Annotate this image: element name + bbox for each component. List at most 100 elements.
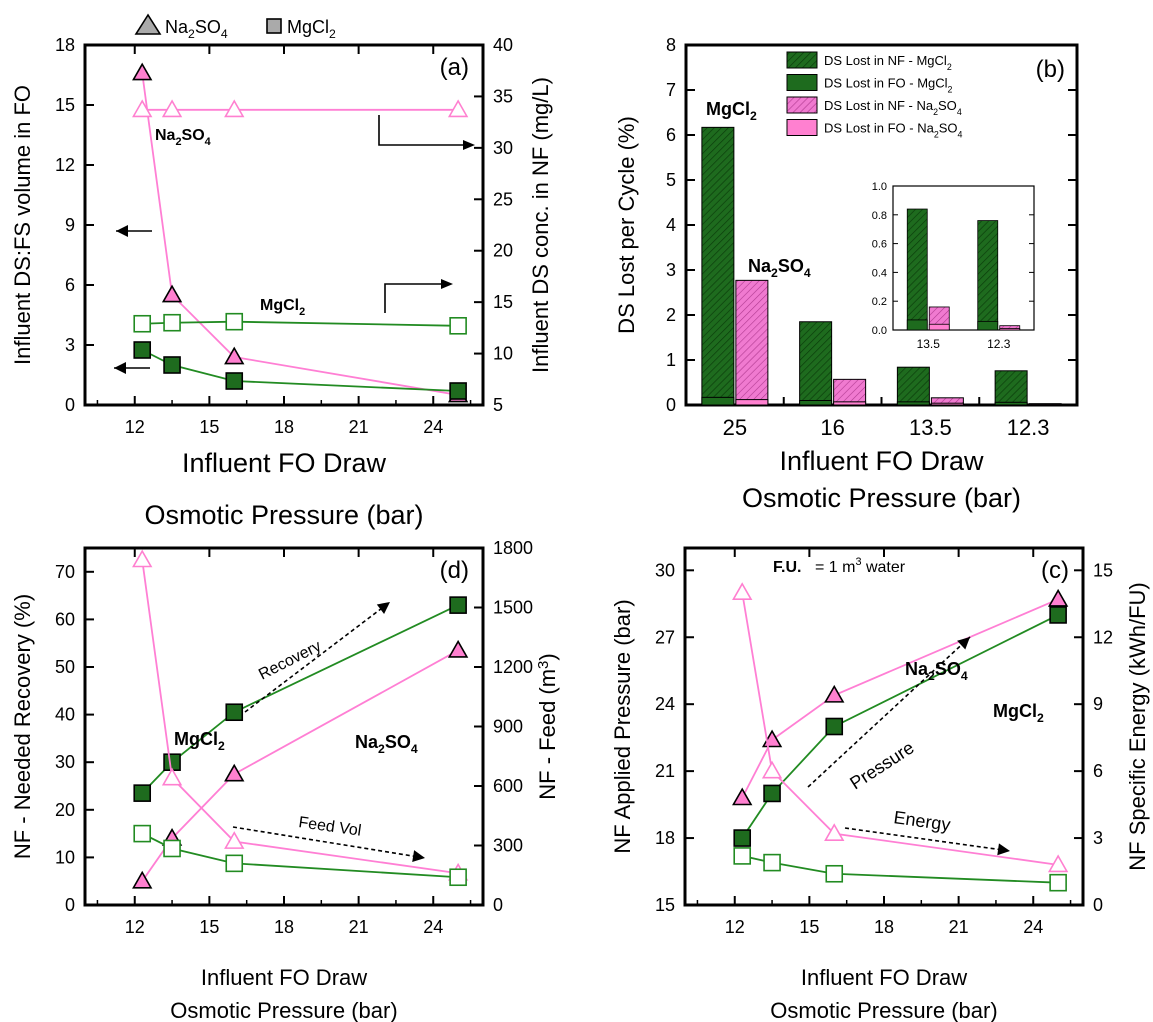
y-right-tick-label: 600 xyxy=(493,776,523,796)
y-tick-label: 4 xyxy=(666,215,676,235)
y-right-axis-label: Influent DS conc. in NF (mg/L) xyxy=(528,77,553,373)
data-point-1 xyxy=(224,99,245,118)
legend-mg-label: MgCl2 xyxy=(287,17,336,41)
legend-label: DS Lost in NF - MgCl2 xyxy=(824,53,952,72)
x-tick-label: 24 xyxy=(423,417,443,437)
y-left-tick-label: 3 xyxy=(65,335,75,355)
series-line-2 xyxy=(141,349,459,392)
y-right-tick-label: 20 xyxy=(493,241,513,261)
energy-arrow-head xyxy=(997,843,1010,856)
inset-y-tick-label: 0.6 xyxy=(872,239,887,251)
functional-unit-bold: F.U. xyxy=(773,559,801,576)
data-point-2 xyxy=(224,831,245,849)
feed-vol-arrow-head xyxy=(412,850,425,863)
data-point-3 xyxy=(133,314,152,333)
x-tick-label: 13.5 xyxy=(909,415,952,440)
legend-label: DS Lost in FO - MgCl2 xyxy=(824,76,953,95)
inset-bar-mg-fo xyxy=(977,320,999,331)
y-left-axis-label: NF Applied Pressure (bar) xyxy=(610,599,635,853)
legend-label: DS Lost in NF - Na2SO4 xyxy=(824,98,962,117)
data-point-2 xyxy=(1047,854,1069,873)
y-right-axis-label: NF Specific Energy (kWh/FU) xyxy=(1125,582,1150,871)
y-left-tick-label: 10 xyxy=(55,847,75,867)
x-axis-label-line2: Osmotic Pressure (bar) xyxy=(144,500,423,530)
y-right-tick-label: 1500 xyxy=(493,598,533,618)
panel-label: (c) xyxy=(1041,557,1069,584)
legend-na-label: Na2SO4 xyxy=(165,17,228,41)
data-point-3 xyxy=(449,868,467,887)
inset-y-tick-label: 0.0 xyxy=(872,325,887,337)
bar-na-nf xyxy=(833,378,867,406)
left-axis-arrow-1-head xyxy=(116,225,128,237)
annotation-mg: MgCl2 xyxy=(260,297,305,318)
series-line-2 xyxy=(141,559,459,875)
pressure-label: Pressure xyxy=(846,737,917,793)
y-left-tick-label: 70 xyxy=(55,562,75,582)
series-line-3 xyxy=(142,320,459,327)
y-right-tick-label: 5 xyxy=(493,395,503,415)
y-right-tick-label: 9 xyxy=(1093,694,1103,714)
data-point-0 xyxy=(447,639,469,658)
y-tick-label: 1 xyxy=(666,350,676,370)
y-right-tick-label: 300 xyxy=(493,836,523,856)
inset-bar-na-fo xyxy=(928,323,950,331)
plot-frame xyxy=(83,546,485,907)
x-axis-label-line2: Osmotic Pressure (bar) xyxy=(742,483,1021,513)
annotation-mg: MgCl2 xyxy=(706,99,757,123)
data-point-2 xyxy=(133,341,152,359)
pressure-arrow-head xyxy=(957,637,970,650)
data-point-1 xyxy=(447,99,469,118)
x-tick-label: 18 xyxy=(274,417,294,437)
data-point-2 xyxy=(761,760,783,779)
y-right-tick-label: 12 xyxy=(1093,627,1113,647)
y-left-tick-label: 60 xyxy=(55,609,75,629)
data-point-1 xyxy=(133,784,152,802)
data-point-2 xyxy=(163,356,181,374)
data-point-1 xyxy=(132,99,153,118)
inset-y-tick-label: 0.4 xyxy=(872,267,887,279)
y-left-tick-label: 21 xyxy=(655,761,675,781)
inset-bar-mg-nf xyxy=(977,220,999,331)
y-left-tick-label: 18 xyxy=(655,828,675,848)
y-right-tick-label: 40 xyxy=(493,35,513,55)
annotation-na: Na2SO4 xyxy=(355,732,418,756)
recovery-arrow xyxy=(244,601,391,713)
inset-x-tick-label: 13.5 xyxy=(917,337,941,351)
right-axis-arrow-2 xyxy=(384,283,450,313)
x-tick-label: 12.3 xyxy=(1007,415,1050,440)
energy-label: Energy xyxy=(892,807,951,835)
inset-y-tick-label: 1.0 xyxy=(872,181,887,193)
right-axis-arrow-1-head xyxy=(463,140,475,150)
y-tick-label: 7 xyxy=(666,80,676,100)
data-point-2 xyxy=(225,372,244,390)
y-left-axis-label: Influent DS:FS volume in FO xyxy=(10,85,35,365)
inset-bar-mg-nf xyxy=(906,208,928,331)
data-point-1 xyxy=(825,717,844,736)
data-point-0 xyxy=(824,684,845,703)
y-right-tick-label: 1200 xyxy=(493,657,533,677)
x-axis-label-line2: Osmotic Pressure (bar) xyxy=(770,998,997,1022)
x-tick-label: 18 xyxy=(874,917,894,937)
y-left-tick-label: 30 xyxy=(55,752,75,772)
bar-mg-fo xyxy=(896,401,930,406)
y-right-axis-label: NF - Feed (m3) xyxy=(535,653,560,799)
y-left-tick-label: 6 xyxy=(65,275,75,295)
y-left-tick-label: 50 xyxy=(55,657,75,677)
series-line-3 xyxy=(141,832,459,879)
data-point-1 xyxy=(161,99,183,118)
x-tick-label: 12 xyxy=(125,417,145,437)
x-tick-label: 21 xyxy=(949,917,969,937)
data-point-2 xyxy=(732,582,753,601)
panel-label: (d) xyxy=(440,557,469,584)
data-point-2 xyxy=(132,549,153,568)
panel-c: 12 15 18 21 24 15 18 21 24 27 30 0 3 6 9 12 15 (c) NF Appl… xyxy=(610,546,1150,1022)
y-left-tick-label: 0 xyxy=(65,395,75,415)
right-axis-arrow-1 xyxy=(378,115,472,146)
left-axis-arrow-2-head xyxy=(114,362,126,374)
bar-na-fo xyxy=(833,401,867,406)
x-tick-label: 21 xyxy=(349,417,369,437)
x-axis-label-line1: Influent FO Draw xyxy=(201,965,367,990)
y-left-tick-label: 18 xyxy=(55,35,75,55)
x-axis-label-line1: Influent FO Draw xyxy=(801,965,967,990)
